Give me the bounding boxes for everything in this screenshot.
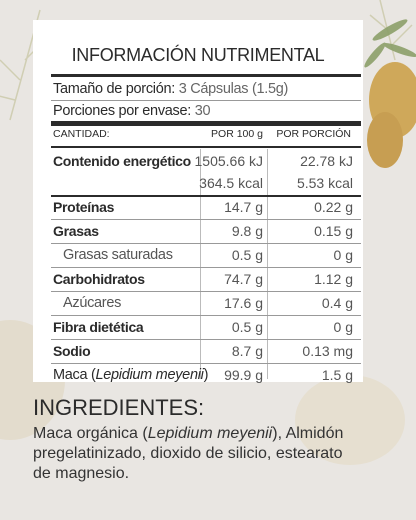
per-100g: 0.5 g: [231, 319, 263, 335]
nutrient-name: Azúcares: [63, 295, 122, 311]
nutrition-panel: INFORMACIÓN NUTRIMENTAL Tamaño de porció…: [33, 20, 363, 382]
value: 3 Cápsulas (1.5g): [178, 81, 289, 97]
per-100g: 9.8 g: [231, 223, 263, 239]
per-100g: 1505.66 kJ: [194, 153, 264, 169]
per-100g: 8.7 g: [231, 343, 263, 359]
per-serving: 5.53 kcal: [296, 175, 353, 191]
rule: [51, 100, 361, 101]
nutrient-name: Sodio: [53, 343, 91, 359]
text: Lepidium meyenii: [95, 367, 204, 383]
rule: [51, 121, 361, 126]
header: POR PORCIÓN: [276, 128, 351, 140]
nutrient-name: Grasas saturadas: [63, 247, 173, 263]
nutrient-name: Fibra dietética: [53, 319, 144, 335]
nutrient-name: Carbohidratos: [53, 271, 145, 287]
ingredients-text: Maca orgánica (Lepidium meyenii), Almidó…: [33, 424, 363, 484]
per-100g: 99.9 g: [224, 367, 263, 383]
title: INFORMACIÓN NUTRIMENTAL: [71, 45, 325, 65]
rule: [51, 267, 361, 268]
rule: [51, 219, 361, 220]
header: POR 100 g: [211, 128, 263, 140]
serving-size: Tamaño de porción: 3 Cápsulas (1.5g): [53, 82, 288, 97]
rule: [51, 195, 361, 197]
per-serving: 0.4 g: [321, 295, 353, 311]
text: ), Almidón pregelatinizado, dioxido de s…: [33, 425, 344, 482]
header: CANTIDAD:: [53, 128, 110, 140]
value: 30: [194, 103, 211, 119]
per-serving: 1.12 g: [314, 271, 353, 287]
column-rule: [267, 149, 268, 379]
nutrient-name: Proteínas: [53, 199, 115, 215]
per-serving: 0 g: [333, 319, 353, 335]
column-rule: [200, 149, 201, 379]
nutrient-name: Contenido energético: [53, 153, 191, 169]
rule: [51, 291, 361, 292]
per-100g: 364.5 kcal: [199, 175, 263, 191]
ingredients-title: INGREDIENTES:: [33, 395, 205, 420]
per-100g: 14.7 g: [224, 199, 263, 215]
text: Maca (: [53, 367, 96, 383]
text: ): [203, 367, 209, 383]
per-100g: 17.6 g: [224, 295, 263, 311]
per-serving: 1.5 g: [321, 367, 353, 383]
text: Maca orgánica (: [33, 425, 148, 442]
per-100g: 74.7 g: [224, 271, 263, 287]
per-serving: 0 g: [333, 247, 353, 263]
text: Lepidium meyenii: [147, 425, 273, 442]
rule: [51, 363, 361, 364]
per-serving: 0.22 g: [314, 199, 353, 215]
servings: Porciones por envase: 30: [53, 103, 211, 119]
label: Tamaño de porción:: [53, 81, 175, 97]
per-100g: 0.5 g: [231, 247, 263, 263]
per-serving: 0.15 g: [314, 223, 353, 239]
rule: [51, 339, 361, 340]
nutrient-name: Maca (Lepidium meyenii): [53, 368, 208, 383]
rule: [51, 243, 361, 244]
rule: [51, 315, 361, 316]
rule: [51, 146, 361, 148]
per-serving: 22.78 kJ: [300, 153, 353, 169]
label: Porciones por envase:: [53, 103, 191, 119]
nutrient-name: Grasas: [53, 223, 99, 239]
per-serving: 0.13 mg: [302, 343, 353, 359]
rule: [51, 74, 361, 77]
